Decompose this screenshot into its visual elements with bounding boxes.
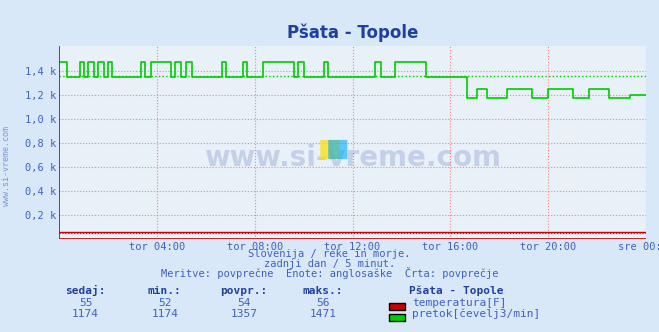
Title: Pšata - Topole: Pšata - Topole [287, 24, 418, 42]
Text: ■: ■ [326, 137, 350, 161]
Text: temperatura[F]: temperatura[F] [412, 298, 506, 308]
Text: 55: 55 [79, 298, 92, 308]
Text: 56: 56 [316, 298, 330, 308]
Text: sedaj:: sedaj: [65, 285, 106, 296]
Text: 1174: 1174 [152, 309, 178, 319]
Text: Pšata - Topole: Pšata - Topole [409, 285, 503, 296]
Text: ■: ■ [318, 137, 341, 161]
Text: povpr.:: povpr.: [220, 286, 268, 296]
Text: maks.:: maks.: [302, 286, 343, 296]
Text: 54: 54 [237, 298, 250, 308]
Text: min.:: min.: [148, 286, 182, 296]
Text: 1471: 1471 [310, 309, 336, 319]
Text: pretok[čevelj3/min]: pretok[čevelj3/min] [412, 308, 540, 319]
Text: Meritve: povprečne  Enote: anglosaške  Črta: povprečje: Meritve: povprečne Enote: anglosaške Črt… [161, 267, 498, 279]
Text: 1357: 1357 [231, 309, 257, 319]
Text: www.si-vreme.com: www.si-vreme.com [204, 144, 501, 172]
Text: www.si-vreme.com: www.si-vreme.com [2, 126, 11, 206]
Text: 1174: 1174 [72, 309, 99, 319]
Text: 52: 52 [158, 298, 171, 308]
Text: Slovenija / reke in morje.: Slovenija / reke in morje. [248, 249, 411, 259]
Text: zadnji dan / 5 minut.: zadnji dan / 5 minut. [264, 259, 395, 269]
